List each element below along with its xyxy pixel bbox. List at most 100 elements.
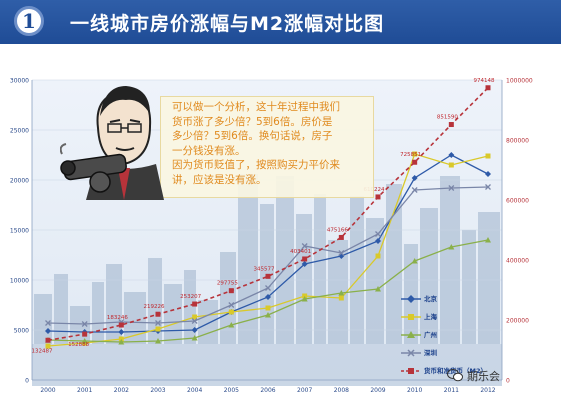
skyline-building: [238, 174, 258, 344]
data-label: 974148: [474, 78, 495, 84]
legend-label: 广州: [424, 331, 437, 339]
quote-line: 讲，应该是没有涨。: [172, 173, 267, 186]
legend-label: 深圳: [424, 349, 437, 357]
skyline-building: [220, 252, 236, 344]
skyline-building: [198, 300, 218, 344]
data-point: [118, 339, 125, 345]
data-point: [411, 175, 418, 181]
data-label: 851590: [437, 115, 458, 121]
data-point: [448, 185, 455, 191]
data-point: [485, 237, 491, 243]
data-point: [228, 302, 235, 308]
data-label: 475166: [327, 227, 348, 233]
skyline-building: [34, 294, 52, 344]
cartoon-man-with-cannon-icon: [60, 86, 164, 200]
data-label: 219226: [144, 304, 165, 310]
x-tick-label: 2001: [77, 387, 92, 394]
legend-label: 北京: [424, 295, 437, 303]
skyline-building: [164, 284, 182, 344]
data-label: 297755: [217, 281, 238, 287]
data-point: [485, 171, 491, 177]
data-point: [155, 311, 161, 317]
x-tick-label: 2000: [40, 387, 55, 394]
skyline-building: [404, 244, 418, 344]
section-number-badge: 1: [14, 6, 44, 36]
data-point: [411, 187, 418, 193]
legend-item-beijing: 北京: [400, 292, 500, 306]
data-point: [228, 309, 234, 315]
data-label: 345577: [254, 266, 275, 272]
skyline-building: [420, 208, 438, 344]
quote-box: [160, 96, 374, 198]
data-point: [338, 250, 345, 256]
axes: 0 5000 10000 15000 20000 25000 30000 0 200000 400…: [10, 78, 533, 395]
data-point: [485, 153, 491, 159]
skyline-reflection: [32, 344, 502, 386]
data-point: [301, 243, 308, 249]
y-left-tick-label: 20000: [10, 178, 29, 185]
data-point: [45, 320, 51, 326]
title-bar: 1 一线城市房价涨幅与M2涨幅对比图: [0, 0, 561, 44]
watermark-text: 期乐会: [467, 370, 500, 383]
x-tick-label: 2005: [224, 387, 239, 394]
data-point: [45, 337, 51, 343]
x-tick-label: 2003: [150, 387, 165, 394]
data-point: [485, 85, 491, 91]
data-label: 132487: [32, 348, 53, 354]
skyline-building: [478, 212, 500, 344]
y-left-tick-label: 25000: [10, 128, 29, 135]
data-label: 403401: [290, 249, 311, 255]
y-right-tick-label: 600000: [506, 198, 529, 205]
data-point: [265, 305, 271, 311]
x-tick-label: 2004: [187, 387, 202, 394]
legend-item-guangzhou: 广州: [400, 328, 500, 342]
data-point: [448, 152, 455, 158]
data-point: [45, 343, 51, 349]
data-point: [45, 328, 51, 334]
y-right-tick-label: 0: [506, 378, 510, 385]
data-point: [82, 331, 88, 337]
data-label: 725851: [400, 152, 421, 158]
data-point: [412, 151, 418, 157]
skyline-building: [440, 176, 460, 344]
skyline-building: [314, 194, 326, 344]
x-tick-label: 2008: [334, 387, 349, 394]
data-point: [338, 290, 345, 296]
data-point: [265, 312, 271, 318]
y-left-tick-label: 10000: [10, 278, 29, 285]
data-point: [375, 194, 381, 200]
skyline-building: [328, 240, 348, 344]
data-point: [191, 318, 198, 324]
data-point: [118, 329, 125, 335]
y-left-tick-label: 5000: [14, 328, 29, 335]
skyline-building: [92, 282, 104, 344]
data-point: [191, 335, 198, 341]
y-right-tick-label: 200000: [506, 318, 529, 325]
data-point: [485, 184, 491, 190]
legend-item-shenzhen: 深圳: [400, 346, 500, 360]
data-point: [301, 261, 308, 267]
skyline-building: [54, 274, 68, 344]
y-right-tick-label: 400000: [506, 258, 529, 265]
y-right-tick-label: 1000000: [506, 78, 533, 85]
data-point: [448, 122, 454, 128]
data-point: [375, 238, 381, 244]
data-point: [412, 159, 418, 165]
skyline-building: [462, 230, 476, 344]
series-lines: [45, 85, 491, 349]
chart-area: 0 5000 10000 15000 20000 25000 30000 0 200000 400…: [0, 44, 561, 402]
data-point: [81, 338, 88, 344]
data-point: [118, 322, 124, 328]
y-left-tick-label: 30000: [10, 78, 29, 85]
data-point: [192, 314, 198, 320]
y-right-tick-label: 800000: [506, 138, 529, 145]
data-point: [191, 327, 198, 333]
skyline-building: [184, 270, 196, 344]
quote-text: 可以做一个分析，这十年过程中我们 货币涨了多少倍？5到6倍。房价是 多少倍？5到…: [172, 100, 368, 188]
y-left-tick-label: 15000: [10, 228, 29, 235]
data-point: [228, 322, 235, 328]
chart-title: 一线城市房价涨幅与M2涨幅对比图: [70, 13, 385, 35]
data-point: [155, 338, 161, 344]
x-tick-label: 2007: [297, 387, 312, 394]
data-point: [375, 253, 381, 259]
